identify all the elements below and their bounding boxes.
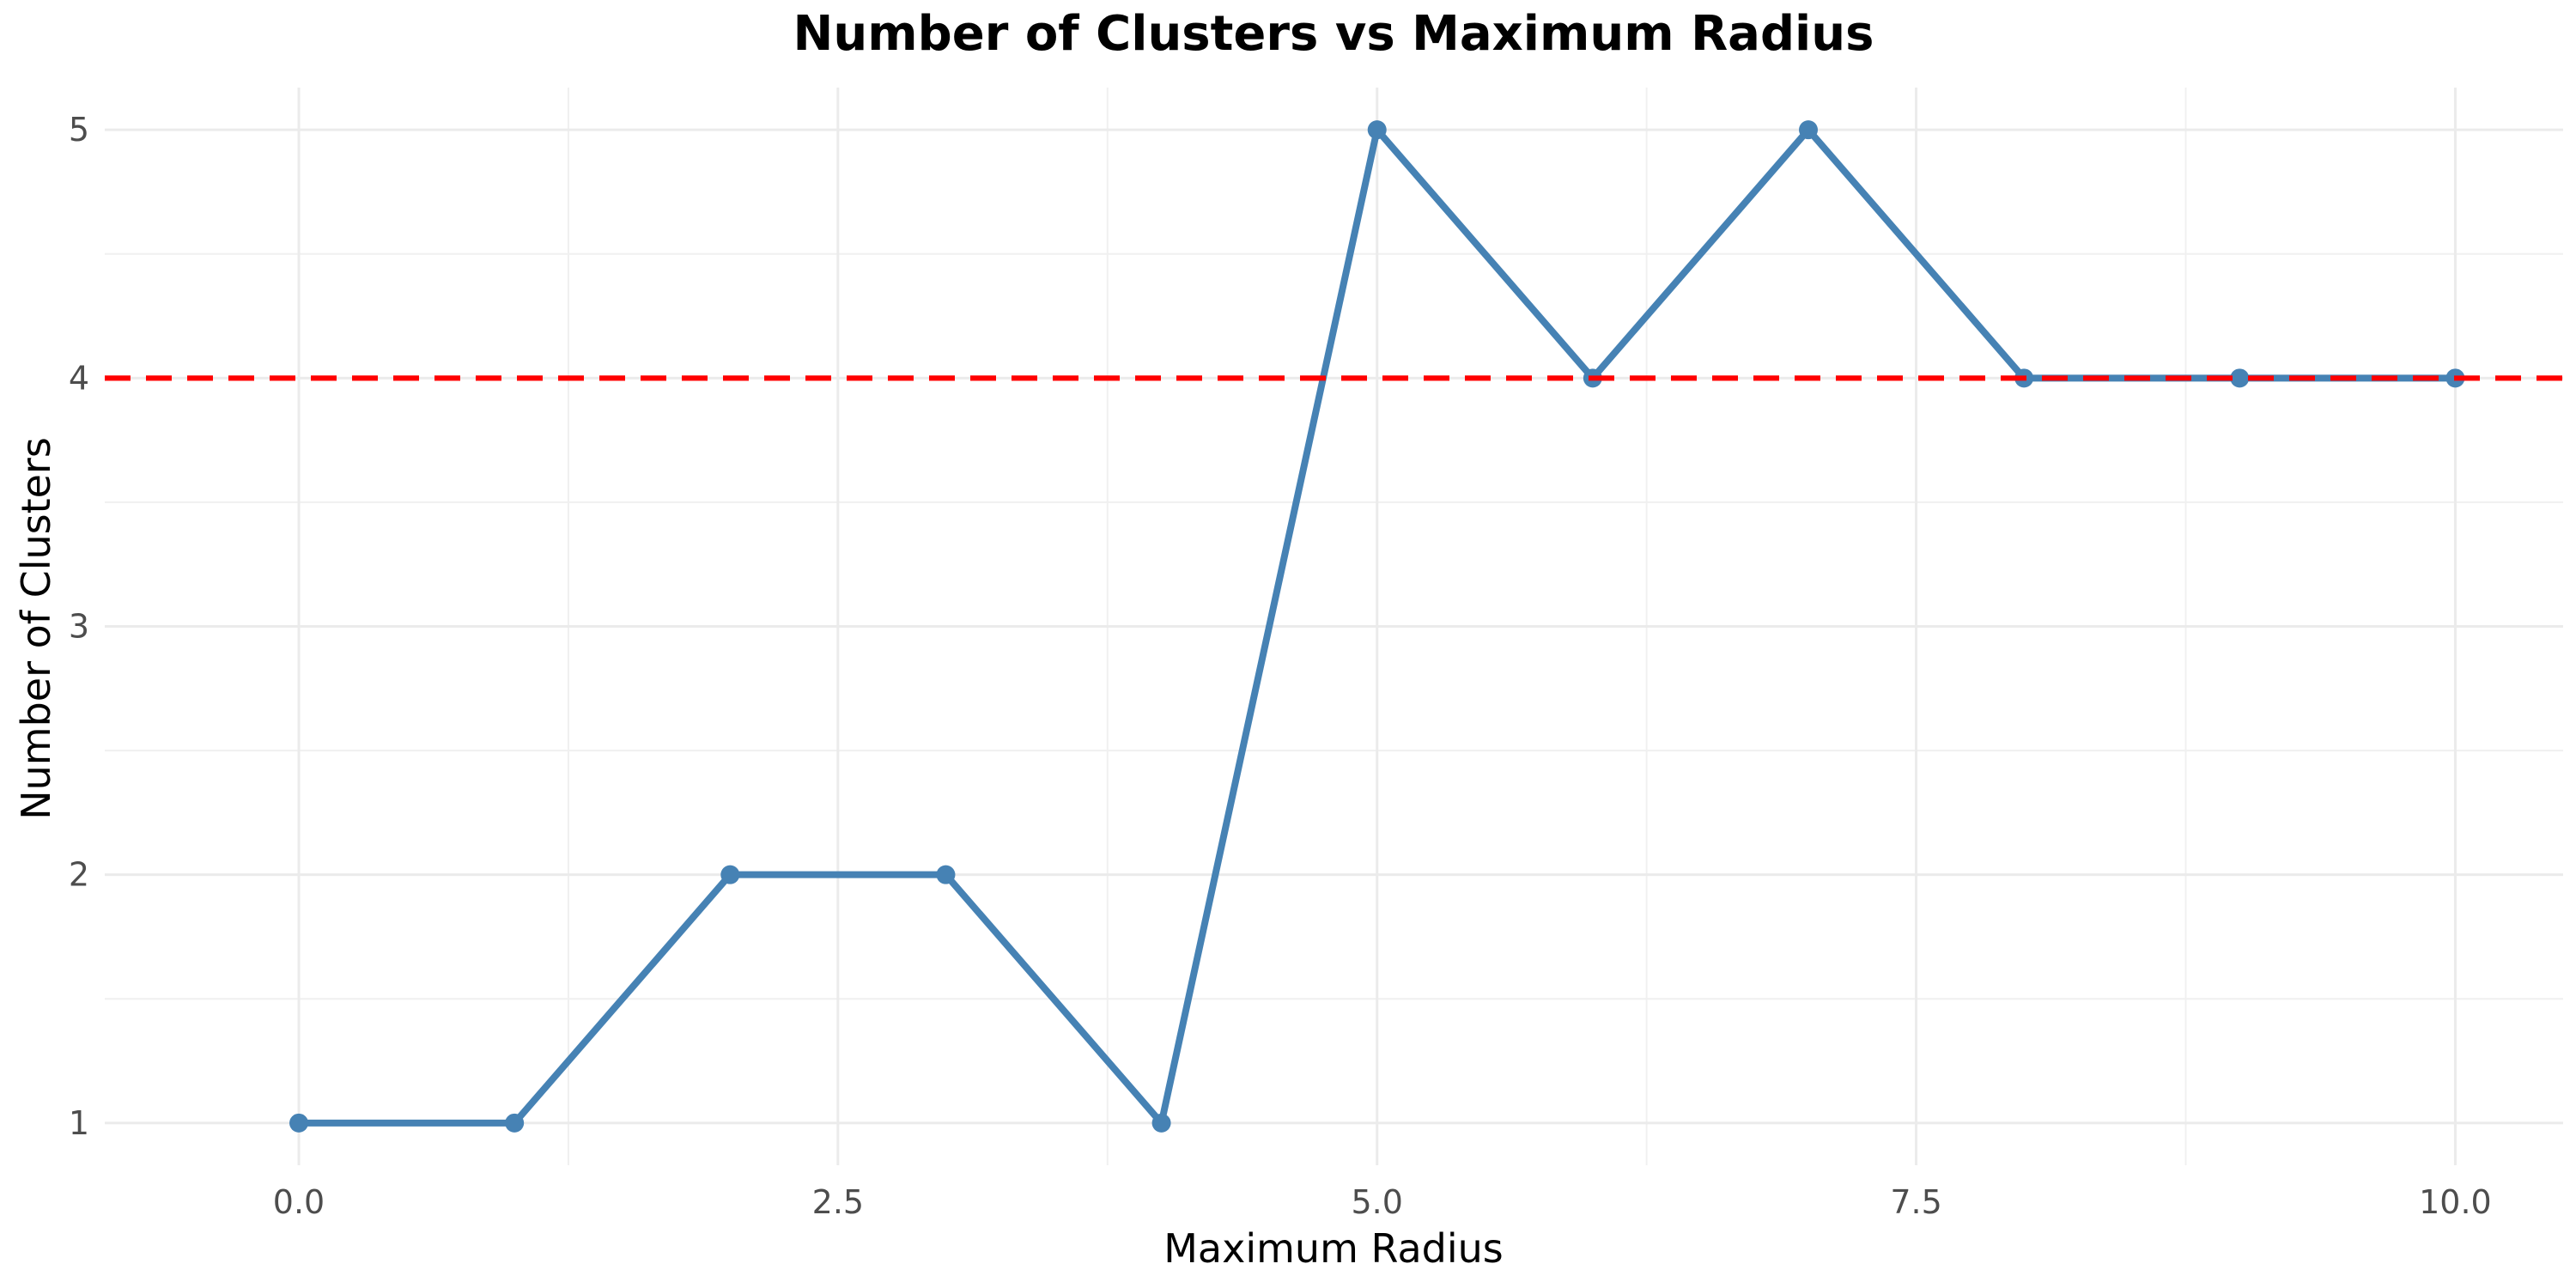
y-tick-label: 2 [69,856,89,894]
x-tick-label: 2.5 [812,1183,864,1221]
grid-major [105,88,2563,1165]
data-point [936,865,956,884]
x-tick-label: 0.0 [273,1183,325,1221]
points-layer [289,120,2465,1133]
grid-minor [105,88,2563,1165]
data-point [1151,1113,1171,1133]
chart-title: Number of Clusters vs Maximum Radius [793,6,1874,62]
data-point [1367,120,1387,140]
x-tick-label: 5.0 [1352,1183,1403,1221]
y-axis-title: Number of Clusters [13,437,59,820]
x-axis-title: Maximum Radius [1163,1225,1504,1272]
y-tick-label: 5 [69,111,89,149]
x-tick-label: 10.0 [2419,1183,2492,1221]
y-tick-label: 3 [69,608,89,646]
y-tick-labels: 1 2 3 4 5 [69,111,89,1142]
x-tick-labels: 0.0 2.5 5.0 7.5 10.0 [273,1183,2492,1221]
data-point [1799,120,1819,140]
data-point [289,1113,309,1133]
y-tick-label: 4 [69,359,89,397]
x-tick-label: 7.5 [1890,1183,1941,1221]
y-tick-label: 1 [69,1104,89,1142]
data-point [505,1113,525,1133]
data-point [2230,368,2250,388]
data-point [720,865,740,884]
